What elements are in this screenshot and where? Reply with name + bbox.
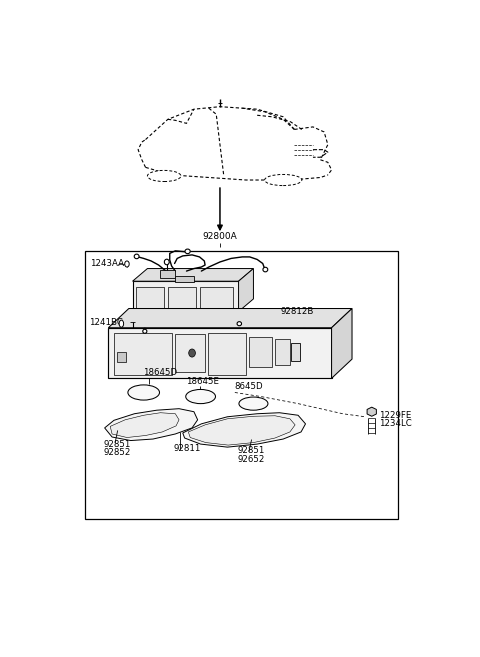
Polygon shape: [168, 286, 196, 308]
Polygon shape: [160, 270, 175, 278]
Polygon shape: [136, 286, 164, 308]
Text: 1234LC: 1234LC: [379, 419, 412, 428]
Polygon shape: [367, 407, 376, 417]
Polygon shape: [132, 269, 253, 281]
Ellipse shape: [186, 390, 216, 403]
Text: 1229FE: 1229FE: [379, 411, 411, 420]
Polygon shape: [332, 309, 352, 378]
Text: 18645D: 18645D: [143, 369, 177, 377]
Ellipse shape: [237, 322, 241, 326]
Polygon shape: [275, 340, 290, 365]
Polygon shape: [183, 413, 305, 447]
Polygon shape: [175, 276, 194, 283]
Text: 92851: 92851: [104, 440, 131, 449]
Text: 92652: 92652: [238, 455, 265, 464]
Ellipse shape: [119, 320, 124, 327]
Ellipse shape: [264, 175, 302, 185]
Polygon shape: [249, 337, 272, 367]
Polygon shape: [110, 413, 179, 438]
Ellipse shape: [164, 260, 169, 265]
Text: 1241BC: 1241BC: [89, 318, 123, 327]
Text: 18645E: 18645E: [186, 377, 219, 386]
Polygon shape: [132, 281, 239, 311]
Ellipse shape: [185, 249, 190, 254]
Ellipse shape: [239, 397, 268, 410]
Polygon shape: [208, 333, 246, 374]
Text: 92852: 92852: [104, 447, 131, 457]
Polygon shape: [117, 352, 126, 362]
Polygon shape: [108, 328, 332, 378]
Text: 1243AA: 1243AA: [91, 260, 124, 269]
Polygon shape: [290, 343, 300, 361]
Text: 92800A: 92800A: [203, 232, 237, 240]
Polygon shape: [114, 333, 172, 374]
Polygon shape: [105, 409, 198, 441]
Polygon shape: [188, 416, 295, 445]
Text: 8645D: 8645D: [235, 382, 264, 392]
Ellipse shape: [125, 261, 129, 267]
Ellipse shape: [143, 329, 147, 333]
Ellipse shape: [263, 267, 268, 272]
Polygon shape: [239, 269, 253, 311]
Ellipse shape: [134, 254, 139, 259]
Text: 92851: 92851: [238, 446, 265, 455]
Polygon shape: [175, 334, 205, 373]
Polygon shape: [200, 286, 233, 308]
Text: 92811: 92811: [173, 443, 201, 453]
Ellipse shape: [128, 385, 159, 400]
Polygon shape: [108, 309, 352, 328]
Ellipse shape: [147, 170, 181, 181]
Text: 92812B: 92812B: [280, 307, 313, 316]
Polygon shape: [85, 251, 398, 519]
Ellipse shape: [189, 349, 195, 357]
